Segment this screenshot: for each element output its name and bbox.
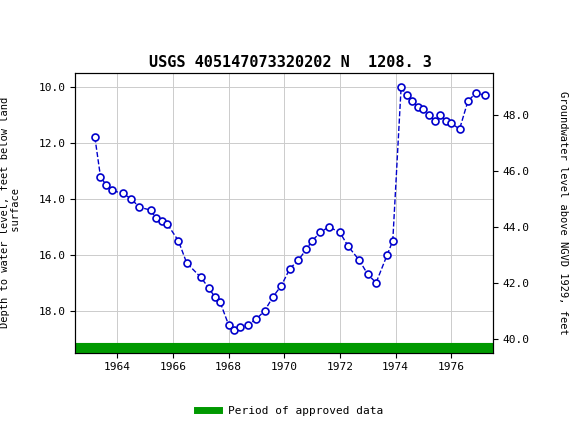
Text: USGS 405147073320202 N  1208. 3: USGS 405147073320202 N 1208. 3 xyxy=(148,55,432,70)
Legend: Period of approved data: Period of approved data xyxy=(193,401,387,420)
Y-axis label: Groundwater level above NGVD 1929, feet: Groundwater level above NGVD 1929, feet xyxy=(558,91,568,335)
Text: ≡USGS: ≡USGS xyxy=(17,16,76,35)
Y-axis label: Depth to water level, feet below land
 surface: Depth to water level, feet below land su… xyxy=(0,97,21,329)
